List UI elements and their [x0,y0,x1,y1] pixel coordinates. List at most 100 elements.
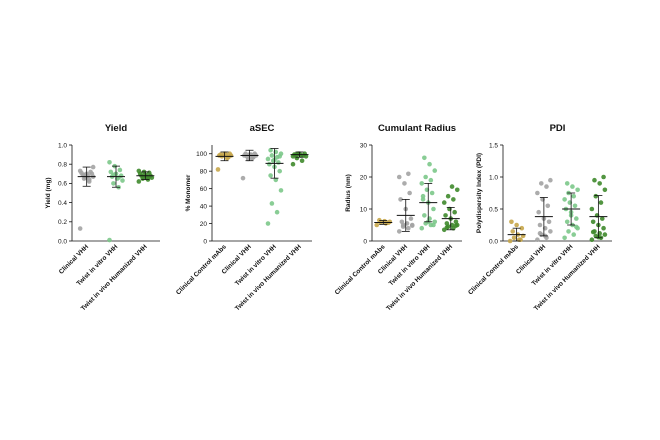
data-point [443,213,448,218]
data-point [419,181,425,186]
y-axis-label: Radius (nm) [345,174,352,212]
data-point [566,229,571,234]
data-point [77,168,83,174]
data-point [140,174,146,179]
panel-title: Cumulant Radius [378,123,456,134]
y-tick-label: 1.5 [489,142,498,149]
data-point [452,209,457,215]
data-point [432,168,438,173]
panel-title: Yield [105,123,128,134]
data-point [269,201,275,206]
x-tick-label: Twist in vitro VHH [388,243,432,287]
data-point [454,187,460,193]
data-point [511,235,517,241]
x-tick-label: Twist in vivo Humanized VHH [80,243,149,312]
data-point [449,184,455,189]
y-tick-label: 40 [200,203,208,210]
data-point [537,231,543,236]
data-point [422,213,427,218]
x-tick-label: Clinical Control mAbs [175,243,228,296]
data-point [427,161,432,167]
data-point [571,232,577,237]
data-point [451,197,456,202]
panel-title: PDI [550,123,566,134]
y-tick-label: 0 [363,238,367,245]
data-point [589,237,595,243]
data-point [419,225,425,231]
data-point [514,222,519,228]
data-point [599,216,605,221]
data-point [265,221,271,226]
data-point [274,209,280,215]
data-point [420,197,426,202]
data-point [441,200,447,205]
data-point [453,223,459,228]
data-point [428,177,434,183]
data-point [422,155,427,161]
data-point [251,154,256,160]
data-point [406,171,411,177]
y-tick-label: 0.0 [489,238,498,245]
data-point [444,225,450,230]
data-point [117,167,123,173]
data-point [267,161,272,167]
data-point [217,153,222,158]
x-tick-label: Clinical Control mAbs [467,243,520,296]
data-point [453,219,459,225]
data-point [299,158,305,164]
data-point [111,172,116,178]
data-point [398,197,403,202]
data-point [269,153,275,158]
y-axis-label: Polydispersity Index (PDI) [476,153,483,233]
data-point [574,216,579,221]
data-point [507,238,513,244]
data-point [590,229,596,235]
data-point [602,187,608,193]
y-tick-label: 0.0 [58,238,67,245]
y-tick-label: 0.5 [489,206,498,213]
data-point [277,154,283,159]
data-point [420,193,426,199]
data-point [548,177,553,183]
data-point [544,184,549,189]
y-tick-label: 0.6 [58,181,67,188]
data-point [252,151,257,157]
data-point [571,193,577,199]
data-point [575,187,580,193]
data-point [536,209,541,215]
data-point [570,184,575,189]
data-point [290,154,296,159]
data-point [429,190,435,196]
data-point [562,197,567,202]
data-point [538,181,544,186]
y-tick-label: 100 [196,151,207,158]
data-point [572,203,578,209]
data-point [402,181,407,186]
data-point [601,174,606,180]
data-point [81,172,87,178]
data-point [120,178,125,183]
data-point [240,175,246,181]
data-point [111,181,116,186]
data-point [535,190,540,196]
data-point [592,177,597,183]
data-point [597,181,602,186]
data-point [107,159,112,165]
data-point [226,154,231,160]
data-point [290,161,296,167]
y-tick-label: 0.2 [58,219,67,226]
data-point [590,219,596,225]
data-point [423,174,428,180]
data-point [278,188,284,193]
data-point [545,203,551,209]
y-tick-label: 30 [360,142,368,149]
data-point [268,147,273,153]
data-point [564,219,570,225]
data-point [215,167,221,172]
data-point [146,170,152,176]
y-tick-label: 60 [200,186,208,193]
y-tick-label: 10 [360,206,368,213]
data-point [396,229,402,234]
data-point [273,177,279,183]
